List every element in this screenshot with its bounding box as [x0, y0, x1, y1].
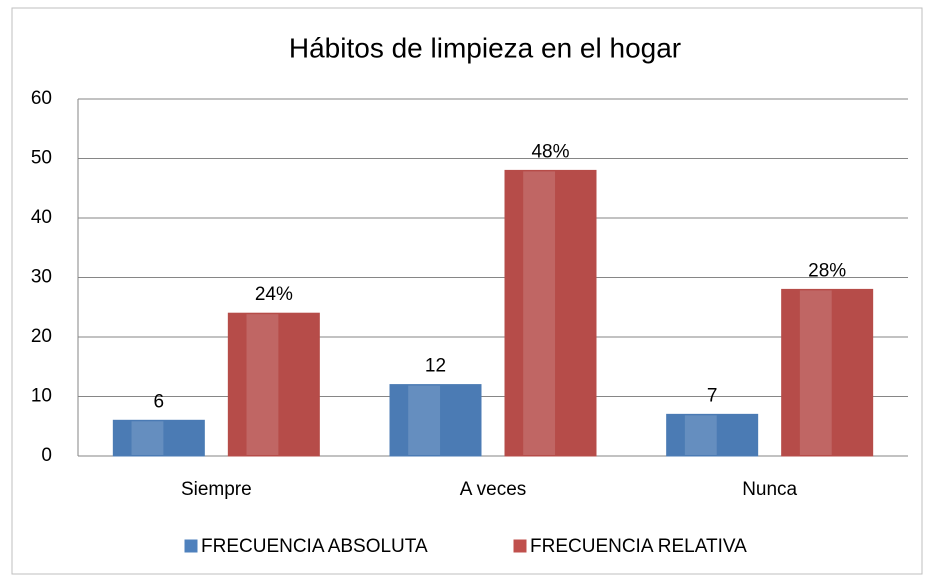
data-label: 48% — [531, 141, 569, 162]
y-tick-label: 10 — [31, 386, 52, 407]
data-label: 7 — [707, 385, 718, 406]
y-tick-label: 40 — [31, 207, 52, 228]
data-label: 6 — [154, 391, 165, 412]
x-tick-label: Nunca — [742, 479, 797, 500]
bar-shine — [408, 385, 441, 455]
y-tick-label: 20 — [31, 326, 52, 347]
bar — [389, 384, 482, 457]
bar-shine — [684, 415, 717, 455]
y-tick-label: 30 — [31, 267, 52, 288]
data-label: 24% — [255, 284, 293, 305]
bar — [666, 413, 759, 457]
bar — [781, 288, 874, 457]
bar-shine — [523, 171, 556, 455]
chart-border — [11, 7, 923, 575]
bar — [227, 312, 320, 457]
y-tick-label: 50 — [31, 148, 52, 169]
legend-label: FRECUENCIA RELATIVA — [530, 536, 747, 557]
data-label: 28% — [808, 260, 846, 281]
legend-label: FRECUENCIA ABSOLUTA — [201, 536, 428, 557]
bar — [112, 419, 205, 457]
data-label: 12 — [425, 356, 446, 377]
x-tick-label: A veces — [460, 479, 527, 500]
bar-shine — [246, 314, 279, 455]
bar — [504, 169, 597, 457]
y-tick-label: 0 — [41, 445, 52, 466]
legend-swatch — [513, 539, 527, 553]
y-tick-label: 60 — [31, 88, 52, 109]
x-tick-label: Siempre — [181, 479, 252, 500]
chart-title: Hábitos de limpieza en el hogar — [289, 32, 681, 63]
legend-swatch — [184, 539, 198, 553]
bar-shine — [131, 421, 164, 455]
bar-shine — [799, 290, 832, 455]
